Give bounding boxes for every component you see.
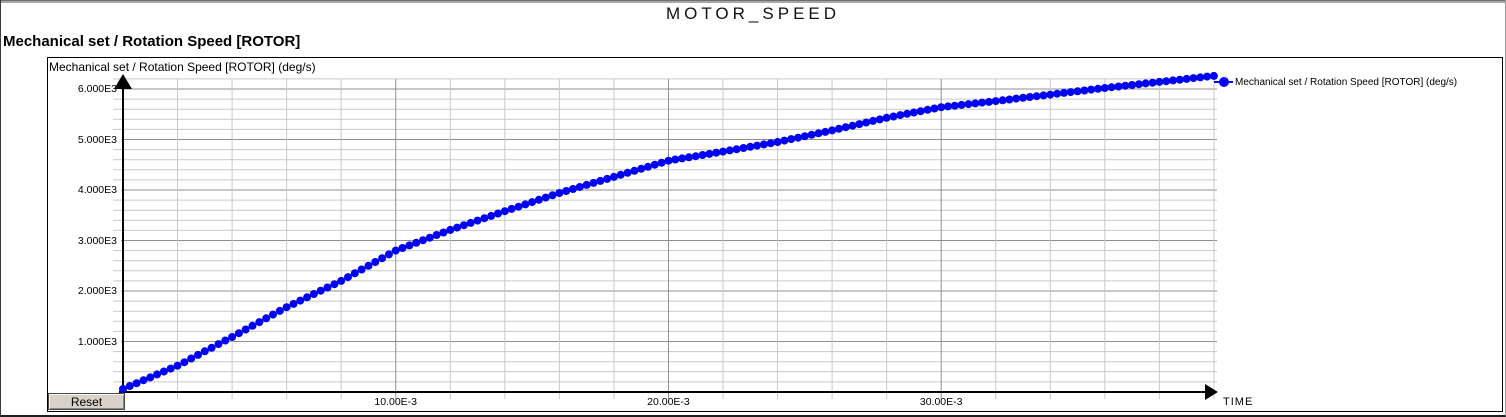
legend-label: Mechanical set / Rotation Speed [ROTOR] … bbox=[1235, 76, 1458, 88]
y-tick-label: 1.000E3 bbox=[77, 335, 117, 348]
chart-heading: Mechanical set / Rotation Speed [ROTOR] bbox=[3, 33, 301, 50]
x-axis-title: TIME bbox=[1223, 396, 1254, 408]
x-tick-label: 20.00E-3 bbox=[647, 396, 690, 408]
y-tick-label: 3.000E3 bbox=[77, 234, 117, 247]
page-title: MOTOR_SPEED bbox=[665, 4, 841, 23]
chart-box bbox=[47, 57, 1503, 412]
plot-axis-label: Mechanical set / Rotation Speed [ROTOR] … bbox=[49, 60, 316, 74]
legend-dot-icon bbox=[1219, 77, 1229, 87]
x-tick-label: 30.00E-3 bbox=[919, 396, 963, 408]
y-tick-label: 2.000E3 bbox=[77, 285, 117, 297]
top-divider bbox=[1, 0, 1505, 3]
legend-series-marker-icon bbox=[1214, 76, 1233, 88]
x-tick-label: 10.00E-3 bbox=[374, 396, 418, 408]
y-tick-label: 5.000E3 bbox=[77, 133, 117, 146]
y-tick-label: 6.000E3 bbox=[77, 83, 117, 95]
y-tick-label: 4.000E3 bbox=[77, 184, 117, 196]
reset-button[interactable]: Reset bbox=[48, 393, 125, 410]
legend: Mechanical set / Rotation Speed [ROTOR] … bbox=[1214, 76, 1457, 88]
